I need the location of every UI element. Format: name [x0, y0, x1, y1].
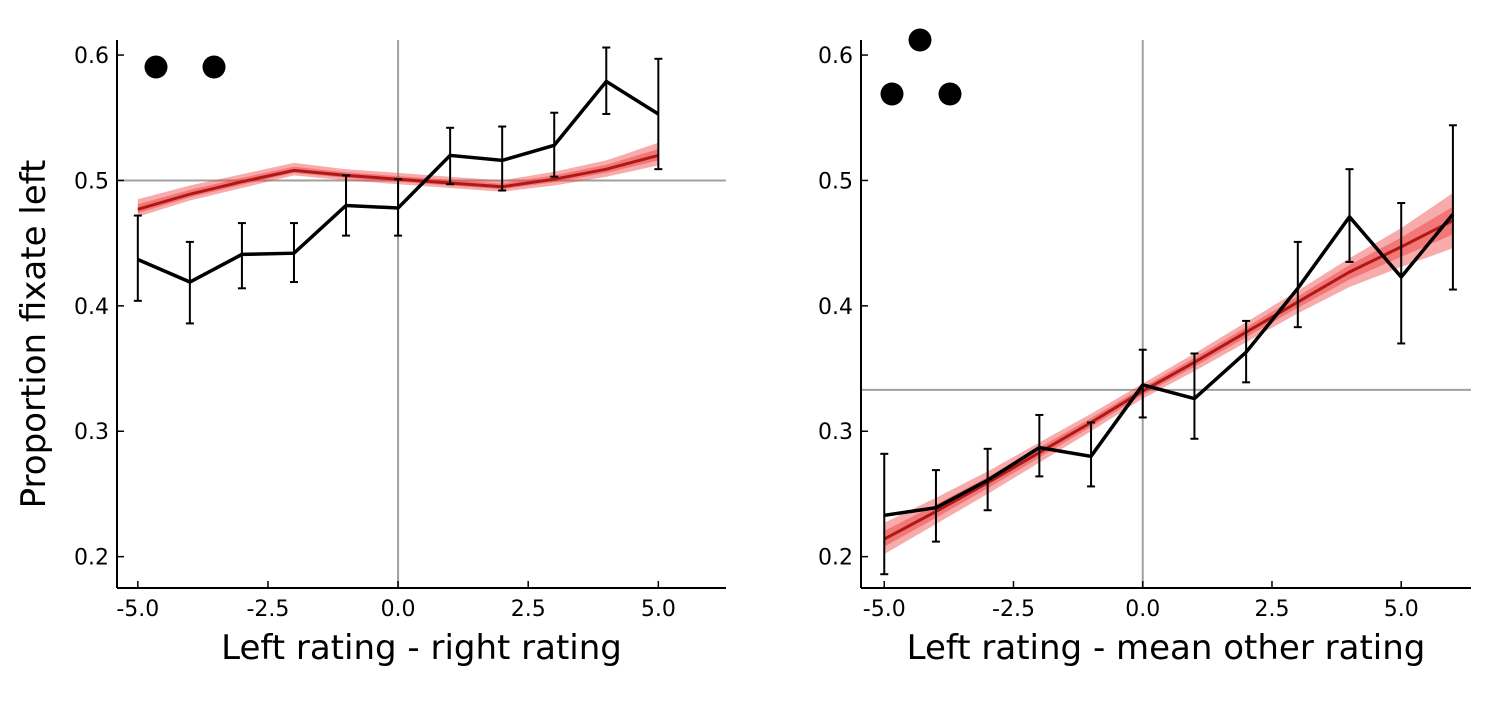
y-tick-label: 0.2 [818, 546, 853, 571]
y-tick-label: 0.5 [74, 169, 109, 194]
x-tick-label: 2.5 [511, 597, 546, 622]
x-tick-label: 0.0 [381, 597, 416, 622]
x-tick-label: -5.0 [116, 597, 159, 622]
y-tick-label: 0.3 [818, 420, 853, 445]
model-mean-line [883, 219, 1454, 541]
y-tick-label: 0.2 [74, 546, 109, 571]
item-count-dot [202, 55, 226, 79]
x-tick-label: 5.0 [641, 597, 676, 622]
x-axis-title: Left rating - right rating [221, 628, 622, 668]
y-tick-label: 0.4 [74, 295, 109, 320]
right-panel: -5.0 -2.5 0.0 2.5 5.0 0.2 0.3 0.4 0.5 0.6 Left rat… [818, 28, 1471, 668]
x-tick-label: -2.5 [246, 597, 289, 622]
y-tick-label: 0.5 [818, 169, 853, 194]
data-line [137, 79, 660, 284]
left-panel: -5.0 -2.5 0.0 2.5 5.0 0.2 0.3 0.4 0.5 0.6 Left rat… [14, 40, 726, 668]
data-line [884, 213, 1455, 518]
x-tick-label: -5.0 [863, 597, 906, 622]
x-tick-label: 2.5 [1254, 597, 1289, 622]
item-count-dot [880, 82, 904, 106]
y-tick-label: 0.6 [818, 44, 853, 69]
y-axis-title: Proportion fixate left [14, 160, 54, 509]
x-axis-title: Left rating - mean other rating [907, 628, 1426, 668]
item-count-dot [908, 28, 932, 52]
x-tick-label: -2.5 [992, 597, 1035, 622]
y-tick-label: 0.3 [74, 420, 109, 445]
item-count-dot [144, 55, 168, 79]
y-tick-label: 0.6 [74, 44, 109, 69]
x-tick-label: 0.0 [1125, 597, 1160, 622]
item-count-dot [938, 82, 962, 106]
x-tick-label: 5.0 [1384, 597, 1419, 622]
y-tick-label: 0.4 [818, 295, 853, 320]
